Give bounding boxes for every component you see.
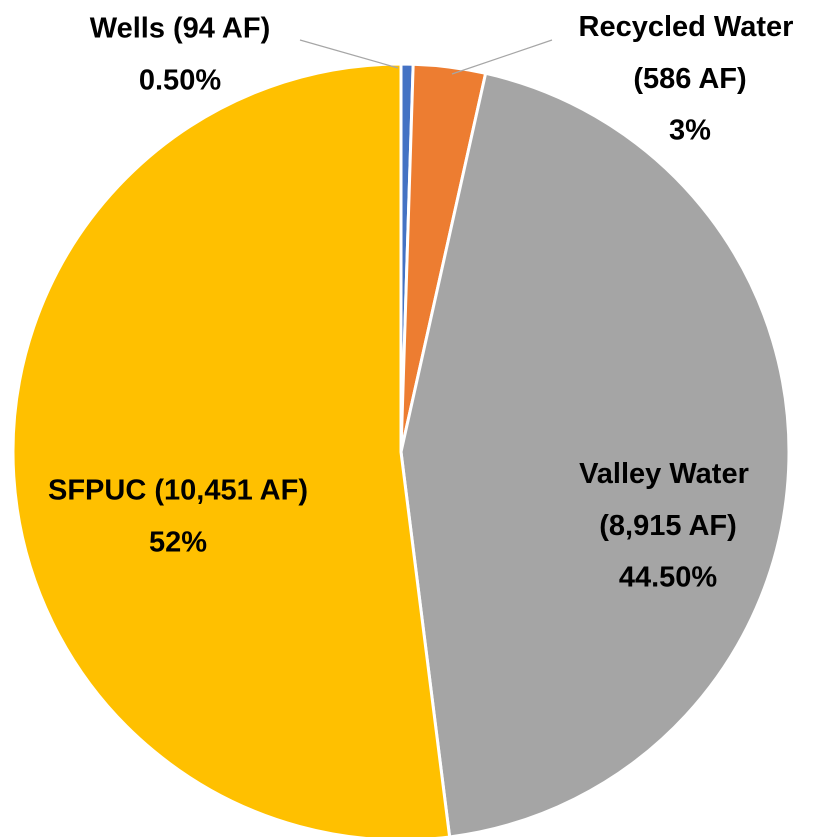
label-line: (586 AF) <box>633 63 746 95</box>
pie-slice <box>399 71 791 837</box>
value-label: 0.50% <box>139 65 221 97</box>
leader-line <box>299 39 399 69</box>
value-label: 44.50% <box>619 562 718 594</box>
leader-line <box>451 39 553 75</box>
pie-slice <box>11 62 452 837</box>
label-line: Valley Water <box>579 458 757 490</box>
label-line: (8,915 AF) <box>599 510 737 542</box>
category-label: Wells (94 AF) <box>90 13 271 45</box>
category-label: Valley Water (8,915 AF) <box>579 458 757 542</box>
value-label: 52% <box>149 527 207 559</box>
label-line: Recycled Water <box>579 11 802 43</box>
category-label: SFPUC (10,451 AF) <box>48 475 308 507</box>
value-label: 3% <box>669 115 711 147</box>
category-label: Recycled Water (586 AF) <box>579 11 802 95</box>
